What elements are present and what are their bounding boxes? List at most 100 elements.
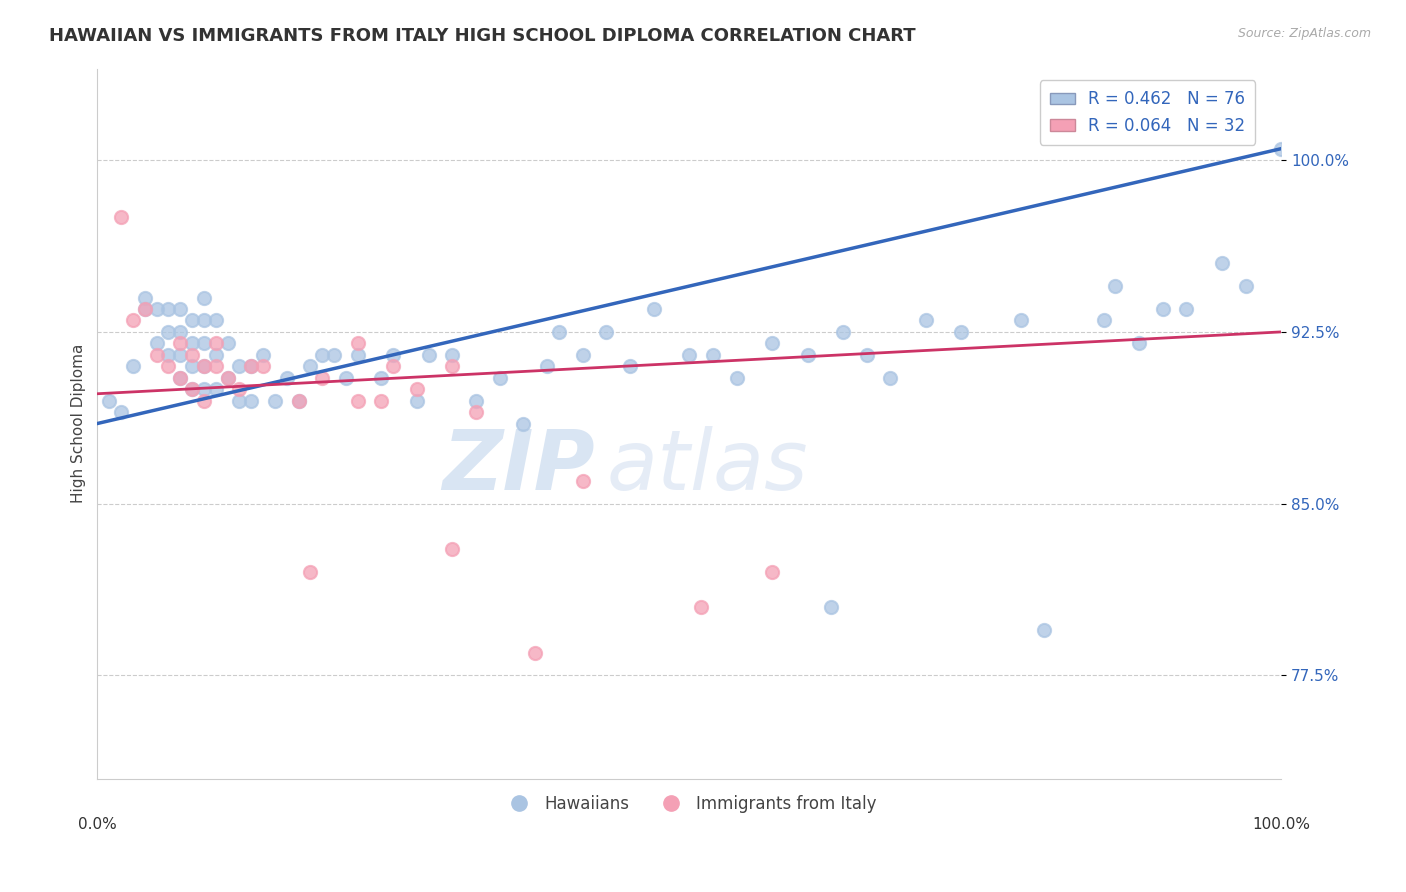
Point bbox=[1270, 142, 1292, 156]
Point bbox=[204, 336, 226, 351]
Point bbox=[595, 325, 617, 339]
Point bbox=[157, 325, 180, 339]
Point bbox=[193, 382, 215, 396]
Point bbox=[832, 325, 855, 339]
Point bbox=[204, 382, 226, 396]
Point bbox=[1010, 313, 1032, 327]
Point bbox=[228, 393, 250, 408]
Point bbox=[1033, 623, 1056, 637]
Point bbox=[287, 393, 309, 408]
Point bbox=[1211, 256, 1233, 270]
Point bbox=[145, 348, 167, 362]
Point bbox=[193, 313, 215, 327]
Point bbox=[169, 336, 191, 351]
Point bbox=[228, 382, 250, 396]
Point bbox=[548, 325, 571, 339]
Point bbox=[346, 393, 368, 408]
Point bbox=[571, 348, 593, 362]
Point bbox=[110, 211, 132, 225]
Point bbox=[181, 382, 204, 396]
Point bbox=[121, 313, 143, 327]
Point bbox=[346, 348, 368, 362]
Point bbox=[1092, 313, 1115, 327]
Point bbox=[204, 359, 226, 374]
Point bbox=[157, 359, 180, 374]
Point bbox=[406, 382, 429, 396]
Point bbox=[690, 599, 713, 614]
Text: 0.0%: 0.0% bbox=[77, 817, 117, 832]
Point bbox=[488, 370, 510, 384]
Point bbox=[217, 336, 239, 351]
Point bbox=[193, 336, 215, 351]
Point bbox=[169, 370, 191, 384]
Point bbox=[370, 393, 392, 408]
Point bbox=[134, 291, 156, 305]
Point bbox=[879, 370, 901, 384]
Point bbox=[252, 348, 274, 362]
Point bbox=[110, 405, 132, 419]
Point bbox=[299, 566, 322, 580]
Point bbox=[512, 417, 534, 431]
Point bbox=[157, 348, 180, 362]
Point bbox=[524, 646, 547, 660]
Point bbox=[264, 393, 287, 408]
Point bbox=[134, 301, 156, 316]
Point bbox=[299, 359, 322, 374]
Point bbox=[382, 348, 405, 362]
Text: HAWAIIAN VS IMMIGRANTS FROM ITALY HIGH SCHOOL DIPLOMA CORRELATION CHART: HAWAIIAN VS IMMIGRANTS FROM ITALY HIGH S… bbox=[49, 27, 915, 45]
Point bbox=[761, 336, 783, 351]
Point bbox=[311, 348, 333, 362]
Point bbox=[950, 325, 973, 339]
Point bbox=[441, 359, 464, 374]
Point bbox=[465, 405, 488, 419]
Point bbox=[181, 336, 204, 351]
Point bbox=[169, 301, 191, 316]
Point bbox=[134, 301, 156, 316]
Point bbox=[536, 359, 558, 374]
Point bbox=[702, 348, 724, 362]
Point bbox=[465, 393, 488, 408]
Point bbox=[643, 301, 665, 316]
Point bbox=[193, 393, 215, 408]
Point bbox=[441, 542, 464, 557]
Point bbox=[169, 325, 191, 339]
Point bbox=[204, 313, 226, 327]
Point bbox=[855, 348, 877, 362]
Point bbox=[725, 370, 748, 384]
Point bbox=[204, 348, 226, 362]
Point bbox=[181, 359, 204, 374]
Point bbox=[240, 359, 263, 374]
Point bbox=[1128, 336, 1150, 351]
Point bbox=[796, 348, 818, 362]
Point bbox=[619, 359, 641, 374]
Point bbox=[193, 359, 215, 374]
Point bbox=[1152, 301, 1174, 316]
Point bbox=[240, 359, 263, 374]
Point bbox=[145, 336, 167, 351]
Point bbox=[346, 336, 368, 351]
Point bbox=[915, 313, 938, 327]
Point bbox=[217, 370, 239, 384]
Point bbox=[169, 370, 191, 384]
Point bbox=[145, 301, 167, 316]
Point bbox=[441, 348, 464, 362]
Point bbox=[169, 348, 191, 362]
Point bbox=[418, 348, 440, 362]
Point bbox=[181, 382, 204, 396]
Point bbox=[193, 291, 215, 305]
Point bbox=[98, 393, 121, 408]
Point bbox=[335, 370, 357, 384]
Point bbox=[121, 359, 143, 374]
Point bbox=[181, 348, 204, 362]
Text: Source: ZipAtlas.com: Source: ZipAtlas.com bbox=[1237, 27, 1371, 40]
Point bbox=[217, 370, 239, 384]
Point bbox=[1175, 301, 1198, 316]
Point bbox=[228, 359, 250, 374]
Legend: Hawaiians, Immigrants from Italy: Hawaiians, Immigrants from Italy bbox=[496, 789, 883, 820]
Point bbox=[761, 566, 783, 580]
Text: ZIP: ZIP bbox=[441, 425, 595, 507]
Point bbox=[323, 348, 346, 362]
Point bbox=[382, 359, 405, 374]
Y-axis label: High School Diploma: High School Diploma bbox=[72, 343, 86, 503]
Point bbox=[181, 313, 204, 327]
